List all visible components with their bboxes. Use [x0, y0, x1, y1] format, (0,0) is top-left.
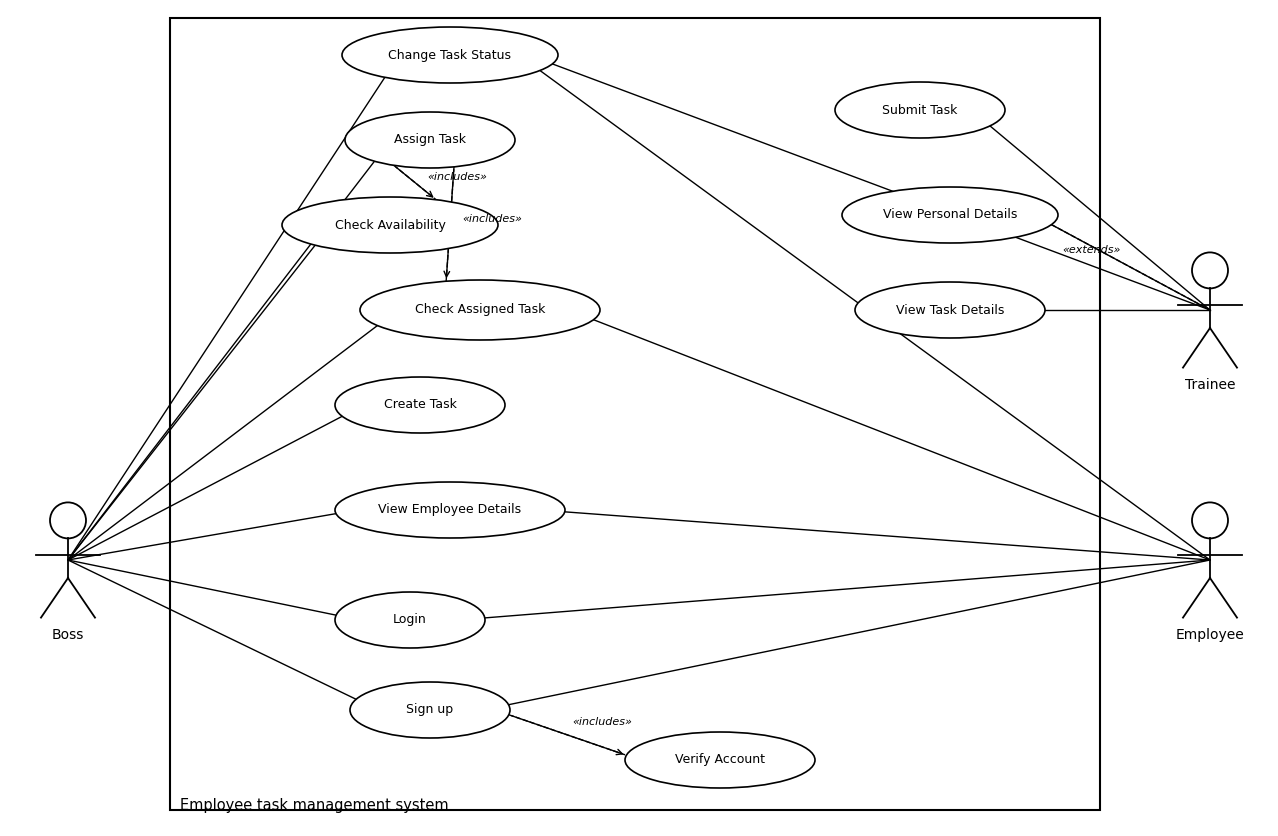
Text: View Personal Details: View Personal Details	[883, 208, 1017, 222]
Text: Employee: Employee	[1176, 629, 1245, 642]
Ellipse shape	[360, 280, 599, 340]
Text: Assign Task: Assign Task	[394, 134, 466, 146]
Ellipse shape	[343, 27, 558, 83]
Text: Check Assigned Task: Check Assigned Task	[415, 303, 546, 317]
Text: Submit Task: Submit Task	[882, 104, 957, 116]
Text: View Employee Details: View Employee Details	[378, 503, 521, 517]
Text: Change Task Status: Change Task Status	[389, 48, 511, 62]
Text: «includes»: «includes»	[573, 717, 633, 727]
Ellipse shape	[625, 732, 815, 788]
Ellipse shape	[835, 82, 1005, 138]
Text: Trainee: Trainee	[1185, 379, 1236, 392]
Ellipse shape	[335, 377, 505, 433]
Ellipse shape	[855, 282, 1045, 338]
Text: Login: Login	[394, 614, 427, 626]
Ellipse shape	[350, 682, 510, 738]
Text: Boss: Boss	[52, 629, 84, 642]
Ellipse shape	[842, 187, 1058, 243]
Text: «extends»: «extends»	[1062, 245, 1121, 255]
Text: Create Task: Create Task	[383, 399, 456, 411]
Text: Employee task management system: Employee task management system	[180, 798, 449, 813]
Ellipse shape	[282, 197, 498, 253]
Text: «includes»: «includes»	[427, 172, 487, 182]
Text: View Task Details: View Task Details	[896, 303, 1005, 317]
Text: Check Availability: Check Availability	[335, 218, 446, 232]
Text: Sign up: Sign up	[406, 704, 454, 716]
Text: Verify Account: Verify Account	[675, 753, 766, 767]
Ellipse shape	[335, 482, 565, 538]
Text: «includes»: «includes»	[463, 214, 521, 224]
Bar	[170, 18, 1100, 810]
Ellipse shape	[345, 112, 515, 168]
Ellipse shape	[335, 592, 484, 648]
